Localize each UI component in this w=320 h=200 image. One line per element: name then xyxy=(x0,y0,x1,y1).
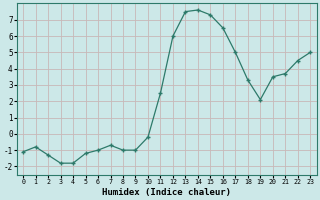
X-axis label: Humidex (Indice chaleur): Humidex (Indice chaleur) xyxy=(102,188,231,197)
